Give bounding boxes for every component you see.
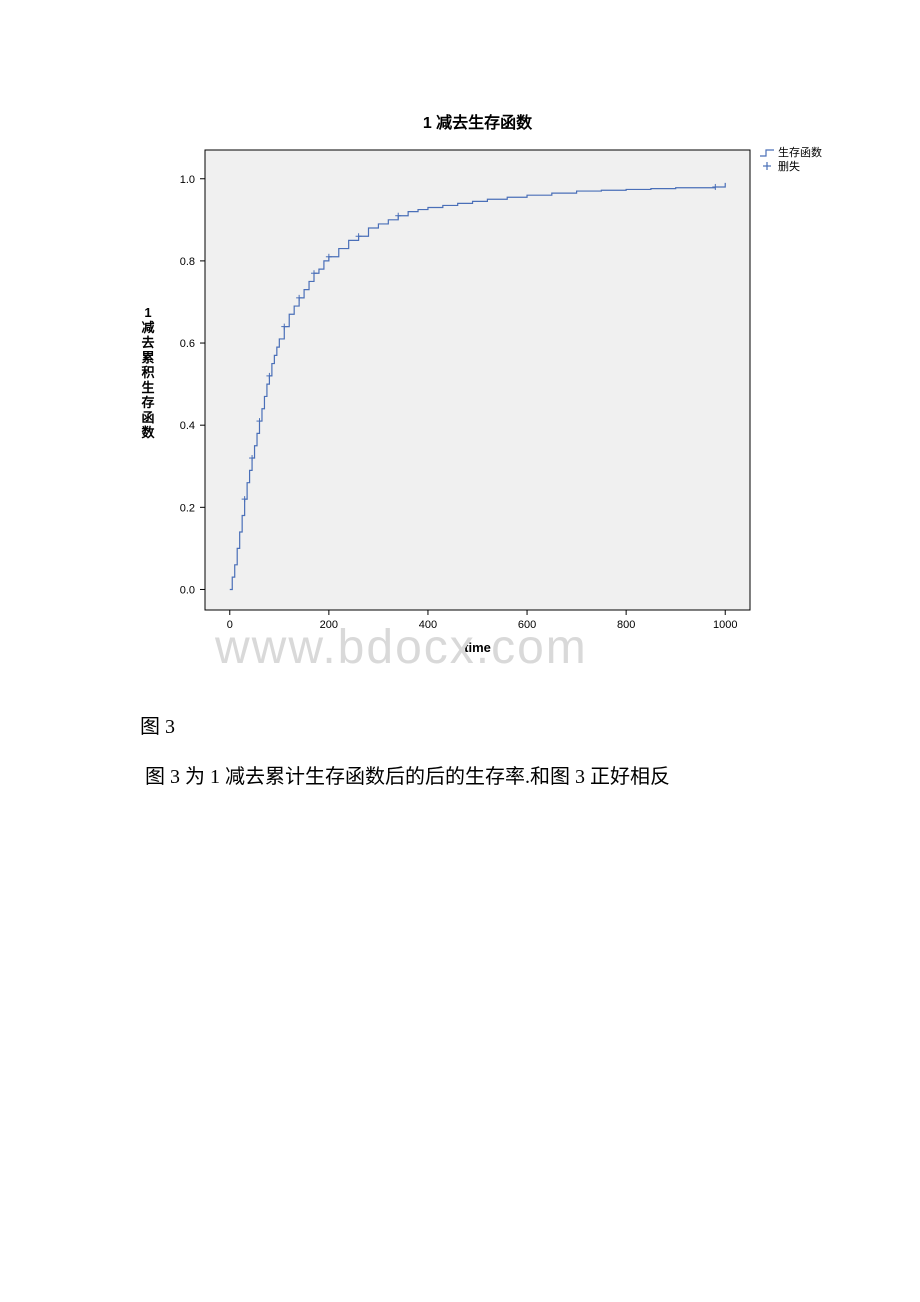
- svg-text:删失: 删失: [778, 160, 800, 173]
- svg-text:0.8: 0.8: [180, 256, 195, 268]
- svg-text:1.0: 1.0: [180, 174, 195, 186]
- svg-text:生存函数: 生存函数: [778, 145, 822, 159]
- figure-number: 图 3: [140, 710, 175, 739]
- svg-text:去: 去: [141, 335, 154, 350]
- svg-text:0.2: 0.2: [180, 502, 195, 514]
- svg-text:400: 400: [419, 619, 437, 631]
- svg-text:累: 累: [141, 350, 154, 365]
- figure-caption: 图 3 为 1 减去累计生存函数后的后的生存率.和图 3 正好相反: [145, 760, 670, 789]
- chart-svg: 1 减去生存函数020040060080010000.00.20.40.60.8…: [130, 110, 870, 680]
- svg-text:生: 生: [141, 380, 154, 395]
- svg-text:存: 存: [141, 395, 154, 410]
- svg-text:time: time: [464, 640, 491, 655]
- svg-text:积: 积: [141, 365, 154, 380]
- svg-text:函: 函: [141, 410, 154, 425]
- svg-text:0.4: 0.4: [180, 420, 195, 432]
- svg-text:1: 1: [144, 305, 151, 320]
- svg-text:0.0: 0.0: [180, 584, 195, 596]
- svg-text:1000: 1000: [713, 619, 737, 631]
- svg-text:800: 800: [617, 619, 635, 631]
- svg-text:1 减去生存函数: 1 减去生存函数: [423, 113, 533, 132]
- svg-text:600: 600: [518, 619, 536, 631]
- survival-chart: 1 减去生存函数020040060080010000.00.20.40.60.8…: [130, 110, 870, 680]
- svg-text:0.6: 0.6: [180, 338, 195, 350]
- svg-text:减: 减: [141, 320, 154, 335]
- svg-text:200: 200: [320, 619, 338, 631]
- svg-text:数: 数: [141, 425, 155, 440]
- svg-text:0: 0: [227, 619, 233, 631]
- page: 1 减去生存函数020040060080010000.00.20.40.60.8…: [0, 0, 920, 1302]
